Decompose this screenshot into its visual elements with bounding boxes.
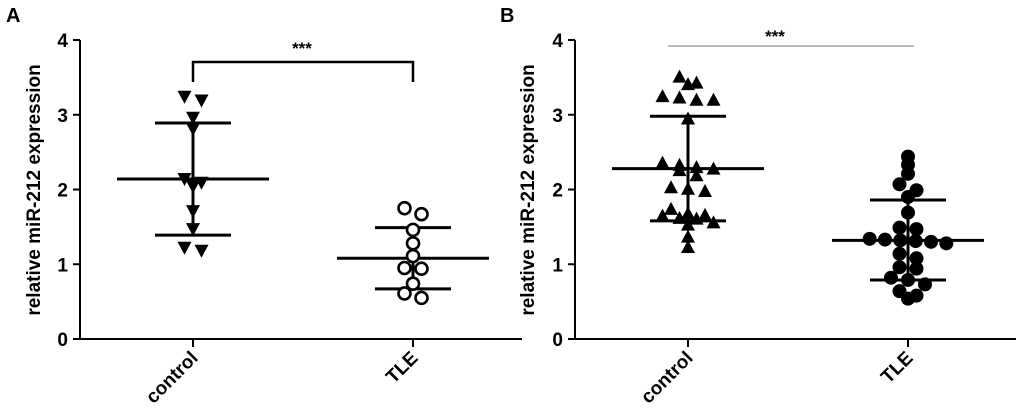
data-point: [689, 75, 704, 89]
data-point: [186, 223, 200, 237]
data-point: [901, 272, 915, 287]
data-point: [878, 232, 892, 247]
data-point: [405, 236, 421, 251]
data-point: [892, 177, 907, 192]
data-point: [681, 206, 695, 220]
data-point: [672, 210, 687, 224]
data-point: [177, 173, 192, 187]
data-point: [186, 111, 200, 125]
data-point: [909, 261, 924, 276]
data-point: [405, 222, 421, 238]
panel-b: B relative miR-212 expression 0 1 2 3 4 contr…: [500, 5, 1016, 408]
y-axis-label: relative miR-212 expression: [24, 64, 45, 315]
data-point: [681, 77, 695, 91]
data-point: [194, 176, 209, 190]
y-tick-label: 1: [552, 255, 563, 276]
data-point: [892, 260, 907, 275]
panel-a: A relative miR-212 expression 0 1 2 3 4 contr…: [6, 5, 522, 408]
x-tick-label: TLE: [382, 348, 422, 388]
data-point: [672, 163, 687, 177]
y-tick-label: 2: [57, 181, 68, 202]
data-point: [405, 248, 421, 264]
data-point: [901, 205, 915, 220]
data-point: [186, 122, 200, 136]
data-point: [681, 240, 695, 254]
data-point: [939, 236, 954, 251]
y-tick-label: 3: [57, 106, 68, 127]
y-tick-label: 4: [57, 31, 68, 52]
data-point: [681, 229, 695, 243]
data-point: [892, 246, 907, 261]
data-point: [397, 286, 412, 301]
data-point: [672, 90, 687, 104]
data-point: [689, 92, 704, 106]
data-point: [186, 180, 200, 194]
data-point: [672, 69, 687, 83]
data-point: [194, 244, 209, 258]
data-point: [186, 205, 200, 219]
significance-bracket: [191, 60, 415, 82]
data-point: [194, 94, 209, 108]
y-tick-label: 3: [552, 106, 563, 127]
data-point: [655, 89, 670, 103]
data-point: [664, 201, 678, 215]
data-point: [892, 220, 907, 235]
y-tick-label: 2: [552, 181, 563, 202]
data-point: [414, 206, 429, 222]
data-point: [908, 234, 923, 249]
data-point: [405, 276, 421, 291]
data-point: [681, 217, 695, 231]
data-point: [862, 231, 877, 246]
data-point: [655, 208, 670, 222]
data-point: [909, 222, 924, 237]
data-point: [397, 200, 412, 216]
significance-label: ***: [292, 39, 312, 58]
y-tick-label: 0: [57, 330, 68, 351]
significance-label: ***: [765, 27, 785, 46]
data-point: [901, 291, 915, 306]
y-tick-label: 4: [552, 31, 563, 52]
data-point: [397, 260, 412, 276]
data-point: [177, 90, 192, 104]
y-axis-label: relative miR-212 expression: [518, 64, 539, 315]
data-point: [681, 111, 695, 125]
y-tick-label: 1: [57, 255, 68, 276]
data-point: [655, 155, 670, 169]
data-point: [924, 234, 938, 249]
x-tick-label: TLE: [877, 348, 917, 388]
data-point: [698, 183, 712, 197]
data-point: [884, 270, 898, 285]
data-point: [909, 251, 924, 266]
data-point: [689, 168, 704, 182]
data-point: [706, 215, 721, 229]
data-point: [689, 211, 704, 225]
data-point: [706, 92, 721, 106]
data-point: [901, 189, 915, 204]
panel-label: A: [6, 5, 20, 27]
data-point: [681, 181, 695, 195]
data-point: [901, 166, 915, 181]
x-tick-label: control: [142, 348, 202, 408]
data-point: [414, 261, 429, 277]
data-point: [893, 233, 908, 248]
data-point: [414, 290, 429, 306]
data-point: [918, 277, 932, 292]
data-point: [664, 180, 678, 194]
y-tick-label: 0: [552, 330, 563, 351]
data-point: [706, 161, 721, 175]
data-point: [689, 160, 704, 174]
x-tick-label: control: [637, 348, 697, 408]
data-point: [698, 207, 712, 221]
data-point: [177, 241, 192, 255]
panel-label: B: [500, 5, 514, 27]
